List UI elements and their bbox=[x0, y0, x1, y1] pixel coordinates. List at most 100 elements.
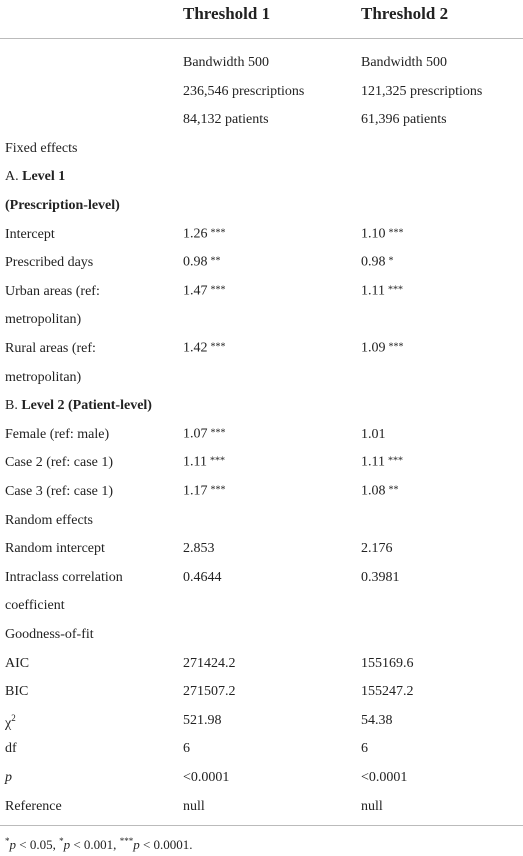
row-label: Urban areas (ref: bbox=[5, 283, 100, 301]
value-cell: 1.07 *** bbox=[183, 425, 226, 444]
row-label: Intercept bbox=[5, 226, 55, 244]
cell-sig: *** bbox=[210, 284, 226, 296]
row-label-text: χ bbox=[5, 715, 12, 731]
row-label: Case 2 (ref: case 1) bbox=[5, 454, 113, 472]
value-cell: 1.11 *** bbox=[183, 454, 225, 473]
row-label-text: metropolitan) bbox=[5, 312, 82, 328]
value-cell: <0.0001 bbox=[183, 769, 229, 787]
value-cell: null bbox=[183, 798, 205, 816]
cell-value: 54.38 bbox=[361, 712, 393, 728]
footnote-text: < 0.0001. bbox=[139, 837, 193, 853]
cell-sig: *** bbox=[210, 341, 226, 353]
cell-sig: *** bbox=[210, 227, 226, 239]
value-cell: 155169.6 bbox=[361, 655, 414, 673]
value-cell: 1.11 *** bbox=[361, 454, 403, 473]
row-label: coefficient bbox=[5, 597, 65, 615]
cell-value: 1.08 bbox=[361, 483, 386, 499]
row-label-text: Female (ref: male) bbox=[5, 426, 110, 442]
cell-value: 155247.2 bbox=[361, 684, 414, 700]
sample-cell: 84,132 patients bbox=[183, 112, 269, 128]
cell-value: 521.98 bbox=[183, 712, 222, 728]
row-label: Random effects bbox=[5, 512, 93, 530]
value-cell: <0.0001 bbox=[361, 769, 407, 787]
row-label-text: Level 2 (Patient-level) bbox=[21, 398, 152, 414]
cell-value: 2.176 bbox=[361, 541, 393, 557]
footnote-var: p bbox=[63, 837, 71, 853]
footnote: *p < 0.05, *p < 0.001, ***p < 0.0001. bbox=[5, 832, 193, 854]
footnote-mark: *** bbox=[119, 835, 134, 846]
sample-cell: 236,546 prescriptions bbox=[183, 83, 305, 99]
cell-value: 0.4644 bbox=[183, 569, 222, 585]
cell-value: 1.17 bbox=[183, 483, 208, 499]
row-label: BIC bbox=[5, 683, 28, 701]
cell-sig: *** bbox=[209, 455, 225, 467]
sample-cell: Bandwidth 500 bbox=[183, 55, 269, 70]
cell-value: 0.98 bbox=[183, 254, 208, 270]
row-label: Random intercept bbox=[5, 540, 105, 558]
value-cell: 271507.2 bbox=[183, 683, 236, 701]
value-cell: 0.4644 bbox=[183, 569, 222, 587]
footnote-mark: * bbox=[59, 835, 64, 846]
row-label-text: Case 3 (ref: case 1) bbox=[5, 484, 114, 499]
row-label-text: Fixed effects bbox=[5, 140, 78, 156]
cell-value: 155169.6 bbox=[361, 655, 414, 671]
cell-value: <0.0001 bbox=[183, 770, 230, 785]
row-label-text: BIC bbox=[5, 684, 29, 700]
row-label-text: Urban areas (ref: bbox=[5, 283, 100, 299]
cell-value: 0.98 bbox=[361, 254, 386, 270]
value-cell: 1.10 *** bbox=[361, 225, 404, 244]
cell-sig: *** bbox=[388, 227, 404, 239]
value-cell: 1.01 bbox=[361, 426, 386, 444]
value-cell: 0.3981 bbox=[361, 569, 400, 587]
cell-value: 1.09 bbox=[361, 340, 386, 356]
row-label: Rural areas (ref: bbox=[5, 340, 96, 358]
row-label: Goodness-of-fit bbox=[5, 626, 94, 644]
cell-value: 1.26 bbox=[183, 226, 208, 242]
cell-value: 271507.2 bbox=[183, 684, 236, 700]
row-label-text: Intercept bbox=[5, 226, 55, 242]
sample-cell: 121,325 prescriptions bbox=[361, 83, 483, 99]
value-cell: 6 bbox=[183, 740, 190, 758]
cell-sig: *** bbox=[388, 341, 404, 353]
value-cell: 2.853 bbox=[183, 540, 215, 558]
row-label: df bbox=[5, 740, 17, 758]
cell-value: <0.0001 bbox=[361, 770, 408, 785]
cell-value: 1.07 bbox=[183, 426, 208, 442]
row-label-text: Intraclass correlation bbox=[5, 569, 123, 585]
cell-value: 6 bbox=[183, 741, 190, 757]
value-cell: 0.98 ** bbox=[183, 254, 221, 273]
value-cell: 1.42 *** bbox=[183, 340, 226, 359]
row-prefix: B. bbox=[5, 398, 18, 414]
row-label-text: (Prescription-level) bbox=[5, 198, 120, 213]
cell-sig: * bbox=[388, 255, 394, 267]
bottom-rule bbox=[0, 825, 523, 826]
value-cell: 1.26 *** bbox=[183, 225, 226, 244]
cell-value: 2.853 bbox=[183, 541, 215, 557]
footnote-text: < 0.05, bbox=[16, 837, 60, 853]
value-cell: 1.08 ** bbox=[361, 483, 399, 502]
row-label-text: Reference bbox=[5, 798, 62, 814]
footnote-mark: * bbox=[5, 835, 10, 846]
value-cell: 1.09 *** bbox=[361, 340, 404, 359]
column-header: Threshold 2 bbox=[361, 4, 449, 23]
row-label-text: Rural areas (ref: bbox=[5, 341, 96, 356]
value-cell: 54.38 bbox=[361, 712, 393, 730]
sample-cell: 61,396 patients bbox=[361, 112, 447, 128]
label-sup: 2 bbox=[11, 712, 16, 723]
cell-value: 0.3981 bbox=[361, 569, 400, 585]
cell-value: null bbox=[183, 798, 205, 814]
row-label-text: df bbox=[5, 741, 17, 757]
row-label-text: Case 2 (ref: case 1) bbox=[5, 455, 114, 471]
cell-sig: *** bbox=[387, 455, 403, 467]
cell-value: null bbox=[361, 798, 383, 814]
cell-value: 1.01 bbox=[361, 426, 386, 442]
row-label-text: metropolitan) bbox=[5, 369, 82, 385]
cell-value: 1.11 bbox=[183, 454, 207, 470]
column-header: Threshold 1 bbox=[183, 4, 271, 23]
value-cell: 155247.2 bbox=[361, 683, 414, 701]
value-cell: 0.98 * bbox=[361, 254, 394, 273]
row-label: χ2 bbox=[5, 709, 16, 733]
row-label: A. Level 1 bbox=[5, 168, 65, 186]
row-prefix: A. bbox=[5, 169, 19, 185]
row-label-text: p bbox=[5, 770, 12, 785]
